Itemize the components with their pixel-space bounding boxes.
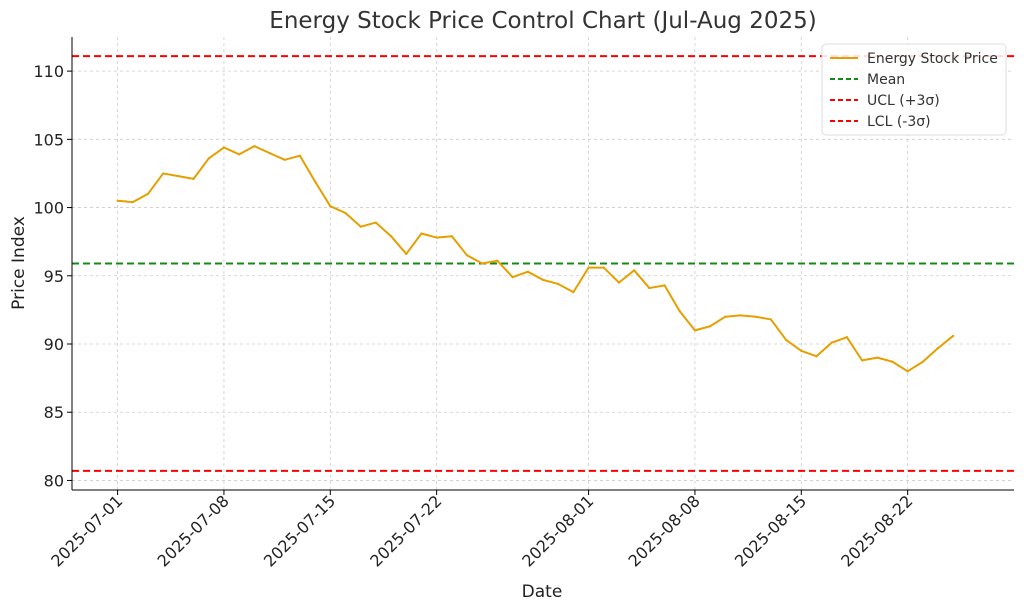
x-tick-label: 2025-07-15 — [260, 491, 339, 570]
price-point — [572, 291, 575, 294]
price-point — [587, 266, 590, 269]
price-point — [724, 315, 727, 318]
price-point — [678, 310, 681, 313]
price-point — [192, 177, 195, 180]
legend: Energy Stock Price Mean UCL (+3σ) LCL (-3σ) — [821, 43, 1007, 136]
price-point — [693, 329, 697, 332]
x-tick-label: 2025-07-22 — [366, 491, 445, 570]
x-tick-label: 2025-08-08 — [625, 491, 704, 570]
price-point — [238, 153, 241, 156]
price-point — [253, 145, 256, 148]
price-point — [131, 201, 134, 204]
series-lines — [116, 145, 955, 373]
price-point — [465, 254, 469, 257]
legend-entry-label: LCL (-3σ) — [867, 114, 931, 130]
x-tick-label: 2025-08-22 — [837, 491, 916, 570]
axes — [67, 37, 1014, 495]
x-tick-label: 2025-07-08 — [154, 491, 233, 570]
price-point — [541, 278, 545, 281]
price-point — [891, 360, 894, 363]
price-point — [815, 355, 818, 358]
price-point — [283, 158, 286, 161]
price-point — [617, 281, 621, 284]
price-point — [374, 221, 377, 224]
price-point — [952, 334, 955, 337]
price-point — [405, 252, 408, 256]
price-point — [663, 284, 666, 287]
price-point — [936, 347, 940, 350]
price-point — [496, 259, 499, 262]
price-point — [207, 157, 210, 160]
price-point — [344, 211, 347, 215]
price-point — [876, 356, 879, 359]
price-point — [359, 225, 362, 228]
legend-entry-label: Mean — [867, 72, 905, 88]
grid — [72, 37, 1014, 490]
price-point — [860, 359, 864, 362]
x-tick-label: 2025-08-01 — [518, 491, 597, 570]
price-point — [648, 286, 651, 290]
legend-entry-label: Energy Stock Price — [867, 51, 998, 67]
price-point — [785, 338, 788, 342]
price-point — [709, 325, 712, 328]
price-point — [177, 175, 180, 178]
tick-labels: 80 85 90 95 100 105 110 2025-07-01 2025-07-08 202… — [33, 62, 916, 570]
price-point — [557, 282, 560, 286]
energy-stock-price-line — [117, 145, 954, 373]
price-point — [769, 318, 773, 321]
y-tick-label: 90 — [44, 335, 64, 354]
price-point — [146, 192, 150, 196]
price-point — [314, 180, 317, 183]
y-tick-label: 110 — [33, 62, 64, 81]
price-point — [435, 236, 438, 239]
price-point — [800, 349, 803, 352]
y-tick-label: 80 — [44, 471, 64, 490]
chart-title: Energy Stock Price Control Chart (Jul-Au… — [269, 8, 816, 34]
price-point — [739, 314, 742, 317]
y-axis-label: Price Index — [9, 216, 29, 310]
legend-entry-label: UCL (+3σ) — [867, 93, 940, 109]
x-tick-label: 2025-08-15 — [731, 491, 810, 570]
y-tick-label: 105 — [33, 130, 64, 149]
price-point — [526, 270, 529, 273]
price-point — [830, 341, 833, 344]
price-point — [450, 235, 453, 238]
x-tick-label: 2025-07-01 — [47, 491, 126, 570]
price-point — [845, 336, 848, 339]
legend-box — [821, 43, 1007, 136]
price-point — [633, 269, 636, 272]
price-point — [298, 154, 301, 157]
price-point — [481, 262, 484, 265]
price-point — [329, 205, 332, 208]
price-point — [389, 235, 393, 238]
y-tick-label: 100 — [33, 199, 64, 218]
x-axis-label: Date — [522, 582, 563, 602]
price-point — [222, 146, 226, 149]
price-point — [754, 315, 757, 318]
y-tick-label: 85 — [44, 403, 64, 422]
price-point — [116, 199, 119, 202]
price-point — [420, 232, 423, 235]
price-point — [162, 172, 165, 175]
price-point — [511, 276, 514, 279]
price-point — [921, 360, 924, 363]
price-point — [906, 370, 909, 373]
y-tick-label: 95 — [44, 267, 64, 286]
price-point — [602, 266, 605, 269]
price-point — [268, 151, 271, 155]
